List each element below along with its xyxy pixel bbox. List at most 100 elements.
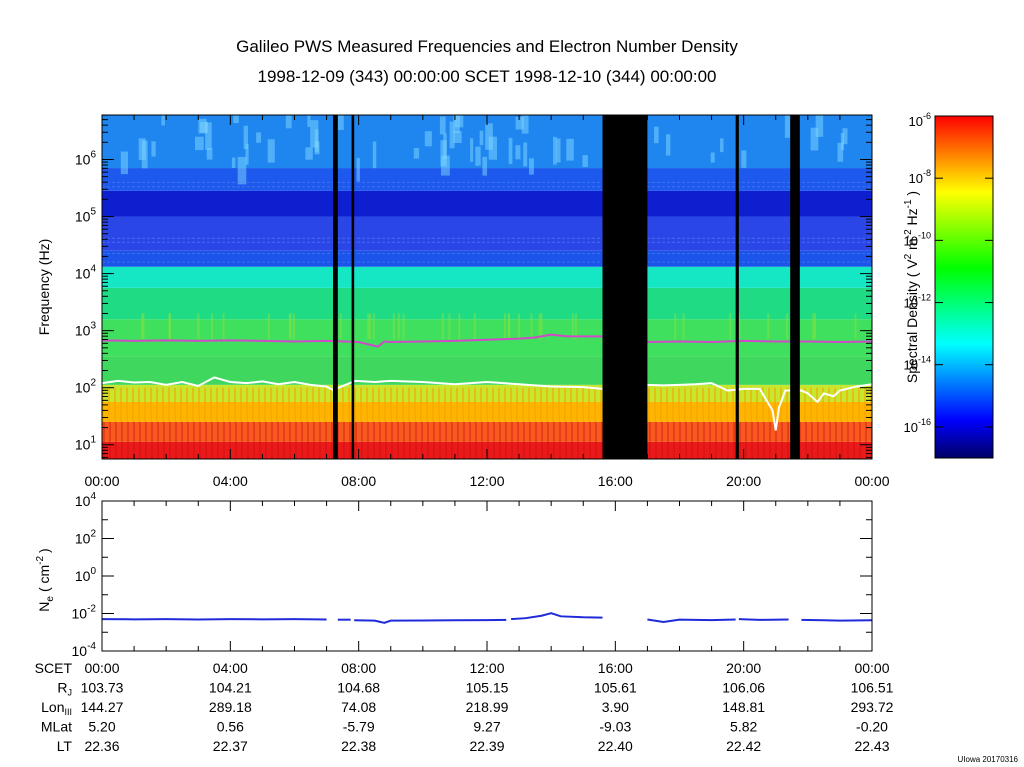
- texture-streak: [582, 387, 584, 422]
- texture-blob: [194, 136, 204, 151]
- texture-streak: [649, 421, 651, 459]
- texture-blob: [528, 158, 534, 175]
- chart-title: Galileo PWS Measured Frequencies and Ele…: [236, 37, 738, 56]
- ephemeris-cell: 22.42: [726, 738, 761, 754]
- texture-streak: [337, 421, 339, 459]
- texture-streak: [517, 421, 519, 459]
- texture-streak: [234, 387, 236, 422]
- texture-streak: [294, 387, 296, 422]
- texture-streak: [774, 387, 776, 422]
- texture-streak: [769, 421, 771, 459]
- texture-streak: [282, 387, 284, 422]
- ephemeris-cell: 04:00: [213, 660, 248, 676]
- ephemeris-cell: -5.79: [343, 719, 375, 735]
- texture-streak: [691, 421, 693, 459]
- texture-streak: [120, 387, 122, 422]
- spectrogram-x-tick-label: 00:00: [854, 473, 889, 489]
- texture-streak: [301, 421, 303, 459]
- texture-streak: [331, 421, 333, 459]
- ephemeris-cell: 08:00: [341, 660, 376, 676]
- spectrogram-y-ticks: 101 102 103 104 105 106: [75, 114, 872, 458]
- texture-streak: [240, 387, 242, 422]
- texture-blob: [521, 115, 529, 134]
- ephemeris-cell: 16:00: [598, 660, 633, 676]
- texture-streak: [558, 387, 560, 422]
- ephemeris-row-label: LT: [57, 738, 73, 754]
- texture-streak: [343, 421, 345, 459]
- spectrogram-band-11: [102, 168, 872, 191]
- texture-blob: [231, 157, 236, 168]
- texture-streak: [445, 421, 447, 459]
- texture-streak: [181, 421, 183, 459]
- texture-streak: [360, 387, 362, 422]
- texture-streak: [205, 421, 207, 459]
- texture-streak: [672, 387, 674, 422]
- texture-streak: [458, 313, 461, 340]
- texture-blob: [256, 132, 261, 143]
- texture-streak: [241, 421, 243, 459]
- spectrogram-band-7: [102, 266, 872, 288]
- texture-streak: [192, 387, 194, 422]
- texture-streak: [384, 387, 386, 422]
- texture-streak: [204, 387, 206, 422]
- texture-streak: [714, 387, 716, 422]
- texture-blob: [206, 148, 213, 160]
- texture-streak: [151, 421, 153, 459]
- spectrogram-x-tick-label: 20:00: [726, 473, 761, 489]
- ephemeris-cell: 9.27: [473, 719, 500, 735]
- chart-subtitle: 1998-12-09 (343) 00:00:00 SCET 1998-12-1…: [257, 67, 716, 86]
- texture-streak: [385, 421, 387, 459]
- texture-streak: [372, 387, 374, 422]
- ephemeris-cell: 104.68: [337, 680, 380, 696]
- ephemeris-cell: -9.03: [599, 719, 631, 735]
- texture-streak: [553, 421, 555, 459]
- texture-streak: [574, 313, 577, 340]
- texture-streak: [175, 421, 177, 459]
- density-segment-4: [647, 618, 736, 623]
- texture-streak: [138, 387, 140, 422]
- texture-streak: [498, 387, 500, 422]
- ephemeris-cell: 5.20: [88, 719, 115, 735]
- texture-streak: [834, 387, 836, 422]
- texture-streak: [480, 387, 482, 422]
- texture-blob: [245, 143, 249, 165]
- texture-streak: [475, 421, 477, 459]
- texture-streak: [822, 387, 824, 422]
- texture-streak: [421, 421, 423, 459]
- texture-streak: [126, 387, 128, 422]
- texture-streak: [277, 421, 279, 459]
- texture-streak: [528, 387, 530, 422]
- density-y-ticks: 10-4 10-2 100 102 104: [72, 491, 872, 659]
- texture-streak: [187, 421, 189, 459]
- texture-streak: [369, 313, 372, 340]
- texture-streak: [349, 421, 351, 459]
- texture-blob: [440, 140, 447, 167]
- density-x-ticks: [101, 501, 873, 651]
- texture-streak: [390, 387, 392, 422]
- texture-streak: [750, 387, 752, 422]
- texture-streak: [492, 387, 494, 422]
- texture-streak: [324, 387, 326, 422]
- texture-streak: [540, 313, 543, 340]
- spectrogram-x-tick-label: 12:00: [469, 473, 504, 489]
- texture-streak: [186, 387, 188, 422]
- ephemeris-cell: 293.72: [851, 699, 894, 715]
- texture-streak: [211, 421, 213, 459]
- texture-streak: [522, 387, 524, 422]
- texture-blob: [475, 146, 481, 166]
- texture-streak: [505, 421, 507, 459]
- spectrogram-x-ticks: 00:00 04:00 08:00 12:00 16:00 20:00 00:00: [84, 115, 890, 489]
- texture-streak: [325, 421, 327, 459]
- texture-blob: [356, 158, 360, 182]
- texture-streak: [682, 313, 685, 340]
- texture-streak: [355, 421, 357, 459]
- ephemeris-cell: 22.36: [84, 738, 119, 754]
- texture-blob: [555, 138, 561, 163]
- ephemeris-cell: 3.90: [602, 699, 629, 715]
- texture-streak: [108, 387, 110, 422]
- texture-streak: [487, 421, 489, 459]
- texture-blob: [307, 115, 311, 127]
- ephemeris-cell: 74.08: [341, 699, 376, 715]
- texture-streak: [762, 387, 764, 422]
- spectrogram-panel: 101 102 103 104 105 106 00:00 04:00 08:00 12:00 1…: [36, 114, 890, 489]
